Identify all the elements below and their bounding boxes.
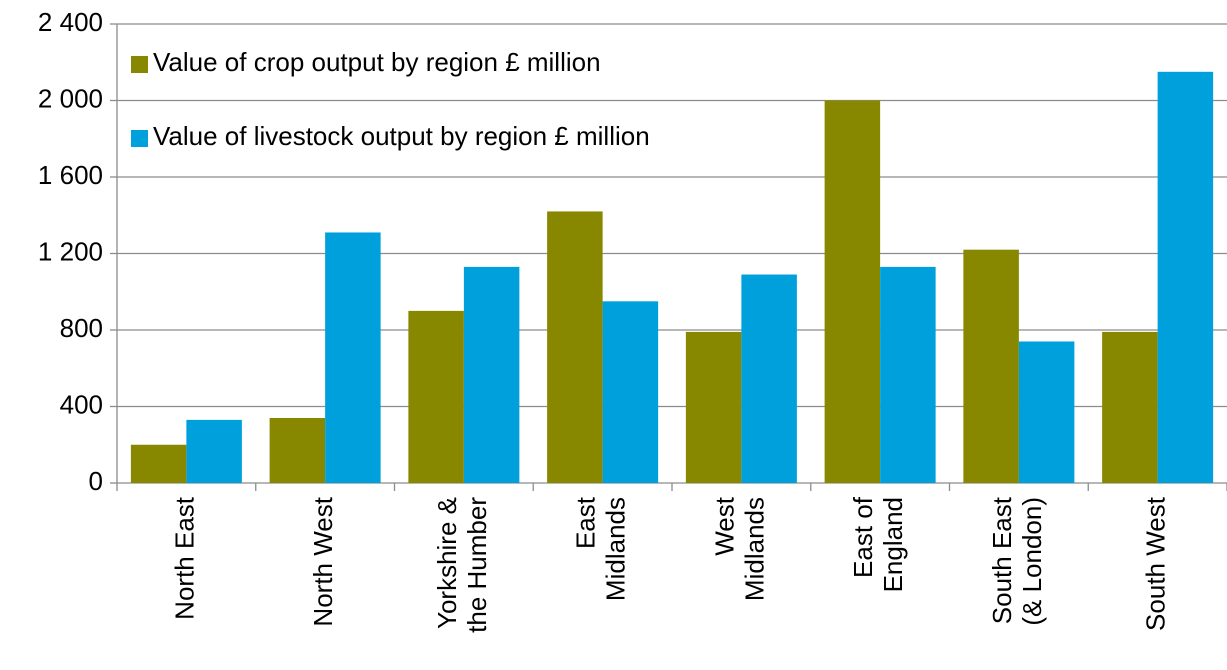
bar bbox=[602, 301, 659, 483]
y-tick-label: 2 400 bbox=[38, 7, 103, 37]
bar bbox=[1157, 71, 1214, 483]
bar bbox=[186, 419, 242, 483]
bar bbox=[130, 444, 187, 483]
x-tick-label: the Humber bbox=[462, 497, 492, 633]
y-tick-label: 2 000 bbox=[38, 83, 103, 113]
x-tick-label: Yorkshire & bbox=[432, 497, 462, 629]
x-tick-label: South East bbox=[987, 496, 1017, 624]
legend-label: Value of crop output by region £ million bbox=[153, 47, 601, 77]
bar bbox=[741, 274, 797, 483]
x-tick-label: South West bbox=[1141, 496, 1171, 631]
x-tick-label: England bbox=[878, 497, 908, 592]
legend-swatch bbox=[131, 56, 148, 73]
x-tick-label: Midlands bbox=[601, 497, 631, 601]
y-tick-label: 400 bbox=[60, 389, 103, 419]
bar bbox=[824, 100, 881, 483]
x-tick-label: Midlands bbox=[739, 497, 769, 601]
bar bbox=[408, 310, 464, 483]
x-tick-label: North East bbox=[169, 496, 199, 620]
bar bbox=[1018, 341, 1075, 483]
bar bbox=[463, 266, 520, 483]
bar bbox=[1102, 331, 1158, 483]
legend-swatch bbox=[131, 130, 148, 147]
x-tick-label: North West bbox=[308, 496, 338, 626]
y-tick-label: 1 600 bbox=[38, 160, 103, 190]
y-tick-label: 1 200 bbox=[38, 236, 103, 266]
x-tick-label: East of bbox=[848, 496, 878, 578]
x-tick-label: East bbox=[571, 496, 601, 549]
bar bbox=[269, 417, 326, 483]
x-tick-label: West bbox=[709, 496, 739, 556]
y-tick-label: 0 bbox=[89, 466, 103, 496]
bar bbox=[547, 211, 603, 484]
legend-label: Value of livestock output by region £ mi… bbox=[153, 121, 650, 151]
bar bbox=[685, 331, 742, 483]
bar bbox=[325, 232, 381, 483]
bar bbox=[963, 249, 1019, 483]
y-tick-label: 800 bbox=[60, 313, 103, 343]
bar bbox=[880, 266, 936, 483]
x-tick-label: (& London) bbox=[1017, 497, 1047, 626]
